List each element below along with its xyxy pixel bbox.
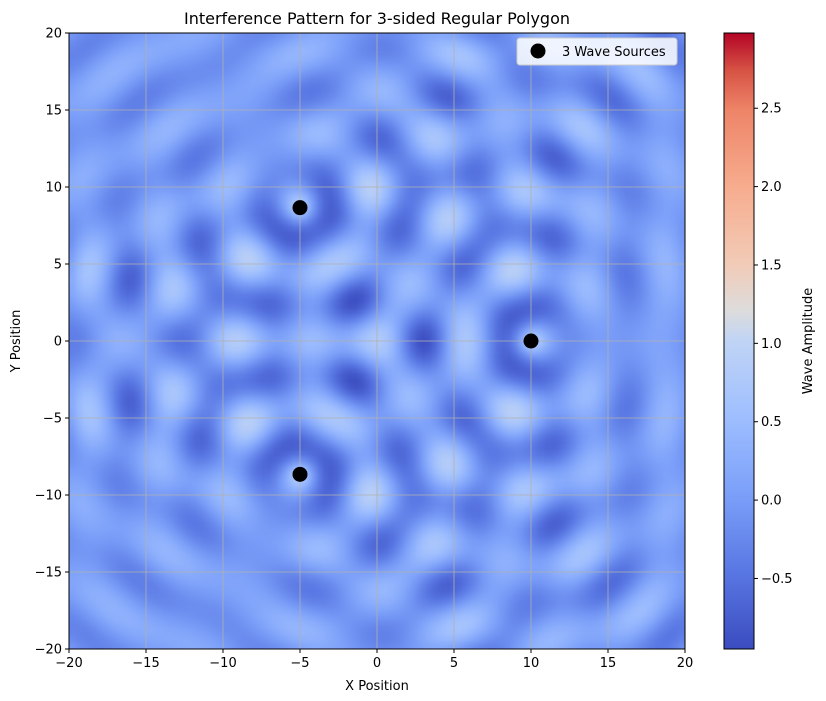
colorbar-ticks: −0.5 0.0 0.5 1.0 1.5 2.0 2.5 — [754, 102, 793, 587]
plot-area — [68, 32, 686, 650]
colorbar-tick-label: 0.0 — [761, 494, 782, 509]
x-axis: −20 −15 −10 −5 0 5 10 15 20 — [55, 649, 693, 671]
x-axis-label: X Position — [345, 679, 409, 694]
source-marker-2 — [292, 200, 308, 216]
colorbar-tick-label: 0.5 — [761, 415, 782, 430]
colorbar-label: Wave Amplitude — [801, 288, 816, 394]
legend-label: 3 Wave Sources — [562, 45, 666, 60]
x-tick-label: −10 — [209, 656, 236, 671]
source-marker-3 — [292, 466, 308, 482]
y-tick-label: 0 — [54, 335, 62, 350]
colorbar: −0.5 0.0 0.5 1.0 1.5 2.0 2.5 Wave Amplitude — [723, 32, 816, 650]
legend: 3 Wave Sources — [516, 37, 678, 66]
y-tick-label: 10 — [45, 181, 62, 196]
x-tick-label: 5 — [450, 656, 458, 671]
y-tick-label: 15 — [45, 104, 62, 119]
legend-marker — [530, 43, 546, 59]
x-tick-label: 10 — [523, 656, 540, 671]
x-tick-label: −15 — [132, 656, 159, 671]
y-tick-label: −10 — [35, 489, 62, 504]
colorbar-tick-label: 1.0 — [761, 337, 782, 352]
y-tick-label: 20 — [45, 27, 62, 42]
x-tick-label: 0 — [373, 656, 381, 671]
y-tick-label: −15 — [35, 566, 62, 581]
y-tick-label: −5 — [43, 412, 62, 427]
x-tick-label: 15 — [600, 656, 617, 671]
chart-title: Interference Pattern for 3-sided Regular… — [184, 9, 570, 28]
x-tick-label: −5 — [290, 656, 309, 671]
y-tick-label: 5 — [54, 258, 62, 273]
colorbar-tick-label: 2.0 — [761, 180, 782, 195]
source-marker-1 — [523, 333, 539, 349]
x-tick-label: 20 — [677, 656, 694, 671]
y-axis: −20 −15 −10 −5 0 5 10 15 20 — [35, 27, 69, 658]
y-axis-label: Y Position — [9, 310, 24, 374]
x-tick-label: −20 — [55, 656, 82, 671]
y-tick-label: −20 — [35, 643, 62, 658]
legend-box — [516, 37, 678, 66]
colorbar-tick-label: 2.5 — [761, 102, 782, 117]
source-markers — [292, 200, 539, 482]
colorbar-tick-label: 1.5 — [761, 258, 782, 273]
colorbar-gradient — [723, 32, 755, 650]
colorbar-tick-label: −0.5 — [761, 572, 793, 587]
